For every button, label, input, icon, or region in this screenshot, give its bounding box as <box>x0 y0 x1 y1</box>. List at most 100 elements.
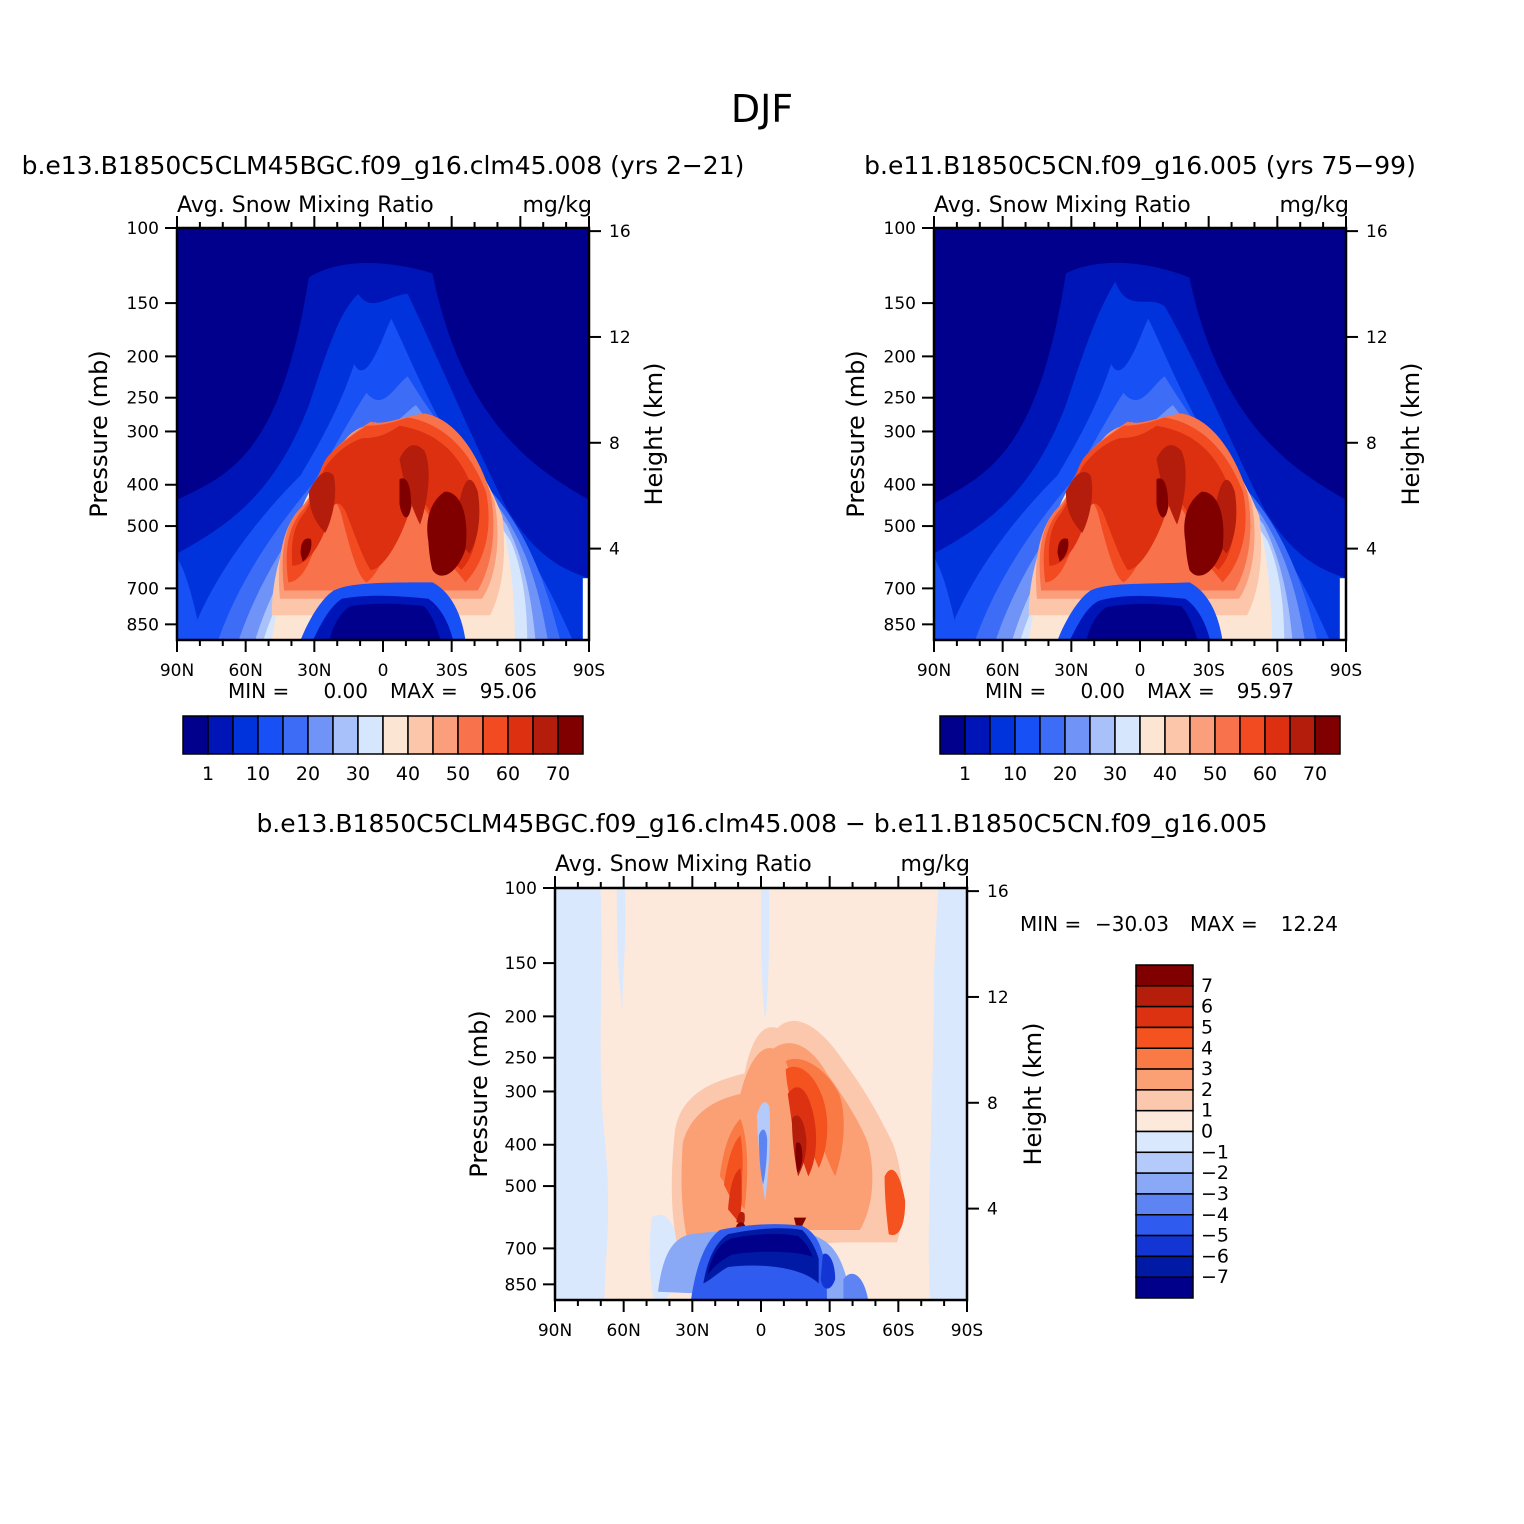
y-tick-label: 850 <box>505 1275 537 1295</box>
x-tick-label: 30N <box>297 661 331 681</box>
colorbar: 1 10 20 30 40 50 60 70 <box>182 715 584 785</box>
colorbar-label: −7 <box>1201 1266 1229 1288</box>
min-value: 0.00 <box>323 679 368 703</box>
x-tick-label: 60S <box>1261 661 1293 681</box>
contour-region <box>177 557 202 640</box>
colorbar-swatch <box>507 715 534 755</box>
x-tick-label: 90N <box>160 661 194 681</box>
y-tick-label: 100 <box>127 219 159 239</box>
colorbar-swatch <box>182 715 209 755</box>
colorbar-swatch <box>532 715 559 755</box>
x-tick-label: 30N <box>1054 661 1088 681</box>
contour-region <box>616 888 626 1012</box>
y-tick-label: 500 <box>884 517 916 537</box>
colorbar-swatch <box>939 715 966 755</box>
colorbar-swatch <box>1135 1276 1194 1299</box>
colorbar-label: 3 <box>1201 1058 1213 1080</box>
y-axis-label: Pressure (mb) <box>842 350 870 517</box>
x-tick-label: 90S <box>1330 661 1362 681</box>
y-tick-label: 250 <box>127 389 159 409</box>
y-tick-label: 400 <box>884 476 916 496</box>
contour-region <box>928 888 967 1300</box>
contour-region <box>758 1129 768 1185</box>
y-tick-label: 200 <box>884 347 916 367</box>
x-tick-label: 30N <box>675 1321 709 1341</box>
y-tick-label: 400 <box>127 476 159 496</box>
contour-region <box>291 425 477 570</box>
colorbar-swatch <box>457 715 484 755</box>
colorbar-label: 70 <box>1303 763 1327 785</box>
min-value: −30.03 <box>1095 912 1169 936</box>
colorbar-swatch <box>1139 715 1166 755</box>
colorbar-label: 5 <box>1201 1016 1213 1038</box>
colorbar-swatch <box>1135 1068 1194 1091</box>
colorbar-swatch <box>1164 715 1191 755</box>
colorbar-label: 10 <box>1003 763 1027 785</box>
y-right-tick-label: 4 <box>609 540 620 560</box>
contour-region <box>555 888 609 1300</box>
y-right-tick-label: 16 <box>987 882 1009 902</box>
x-tick-label: 90S <box>573 661 605 681</box>
y-right-axis-label: Height (km) <box>640 363 668 506</box>
y-tick-label: 500 <box>127 517 159 537</box>
colorbar-swatch <box>964 715 991 755</box>
colorbar-swatch <box>1135 1234 1194 1258</box>
axes: 90N 60N 30N 0 30S 60S 90S 100 150 200 250 300 400 500… <box>884 216 1388 681</box>
y-right-axis-label: Height (km) <box>1019 1023 1047 1166</box>
y-tick-label: 250 <box>505 1049 537 1069</box>
y-right-tick-label: 4 <box>987 1200 998 1220</box>
colorbar-swatch <box>307 715 334 755</box>
colorbar-swatch <box>989 715 1016 755</box>
panel-title: b.e11.B1850C5CN.f09_g16.005 (yrs 75−99) <box>864 151 1416 180</box>
units-label: mg/kg <box>1279 193 1349 218</box>
x-tick-label: 90N <box>538 1321 572 1341</box>
contour-region <box>820 1253 836 1289</box>
panel-model2: b.e11.B1850C5CN.f09_g16.005 (yrs 75−99) … <box>842 151 1425 785</box>
y-tick-label: 500 <box>505 1177 537 1197</box>
contour-field <box>555 888 967 1300</box>
colorbar-swatch <box>432 715 459 755</box>
colorbar-label: 50 <box>446 763 470 785</box>
contour-region <box>736 1115 807 1226</box>
y-tick-label: 100 <box>884 219 916 239</box>
page-title: DJF <box>731 87 793 131</box>
colorbar-swatch <box>1064 715 1091 755</box>
colorbar-swatch <box>1135 1089 1194 1112</box>
x-tick-label: 60N <box>228 661 262 681</box>
colorbar-label: 1 <box>1201 1100 1213 1122</box>
colorbar-label: −3 <box>1201 1183 1229 1205</box>
variable-label: Avg. Snow Mixing Ratio <box>934 193 1191 218</box>
contour-region <box>736 1142 803 1230</box>
variable-label: Avg. Snow Mixing Ratio <box>555 852 812 877</box>
colorbar-swatch <box>482 715 509 755</box>
panel-model1: b.e13.B1850C5CLM45BGC.f09_g16.clm45.008 … <box>22 151 745 785</box>
y-tick-label: 200 <box>505 1007 537 1027</box>
contour-field <box>934 228 1346 640</box>
contour-region <box>329 603 441 640</box>
y-tick-label: 150 <box>884 294 916 314</box>
colorbar-swatch <box>1135 1109 1194 1133</box>
panel-title: b.e13.B1850C5CLM45BGC.f09_g16.clm45.008 … <box>256 809 1267 838</box>
x-tick-label: 60S <box>882 1321 914 1341</box>
colorbar-label: −6 <box>1201 1245 1229 1267</box>
colorbar-swatch <box>232 715 259 755</box>
y-right-tick-label: 12 <box>609 328 631 348</box>
colorbar-label: 30 <box>1103 763 1127 785</box>
max-value: 95.97 <box>1237 679 1294 703</box>
x-tick-label: 30S <box>1192 661 1224 681</box>
units-label: mg/kg <box>522 193 592 218</box>
colorbar-swatch <box>1135 1130 1194 1154</box>
colorbar-label: 0 <box>1201 1121 1213 1143</box>
colorbar-label: 6 <box>1201 996 1213 1018</box>
colorbar-label: 30 <box>346 763 370 785</box>
x-tick-label: 0 <box>756 1321 767 1341</box>
colorbar-swatch <box>1289 715 1316 755</box>
y-axis-label: Pressure (mb) <box>465 1010 493 1177</box>
y-tick-label: 200 <box>127 347 159 367</box>
panel-difference: b.e13.B1850C5CLM45BGC.f09_g16.clm45.008 … <box>256 809 1338 1341</box>
colorbar-swatch <box>1135 1047 1194 1070</box>
contour-region <box>707 1233 813 1276</box>
colorbar-swatch <box>1239 715 1266 755</box>
colorbar: 1 10 20 30 40 50 60 70 <box>939 715 1341 785</box>
